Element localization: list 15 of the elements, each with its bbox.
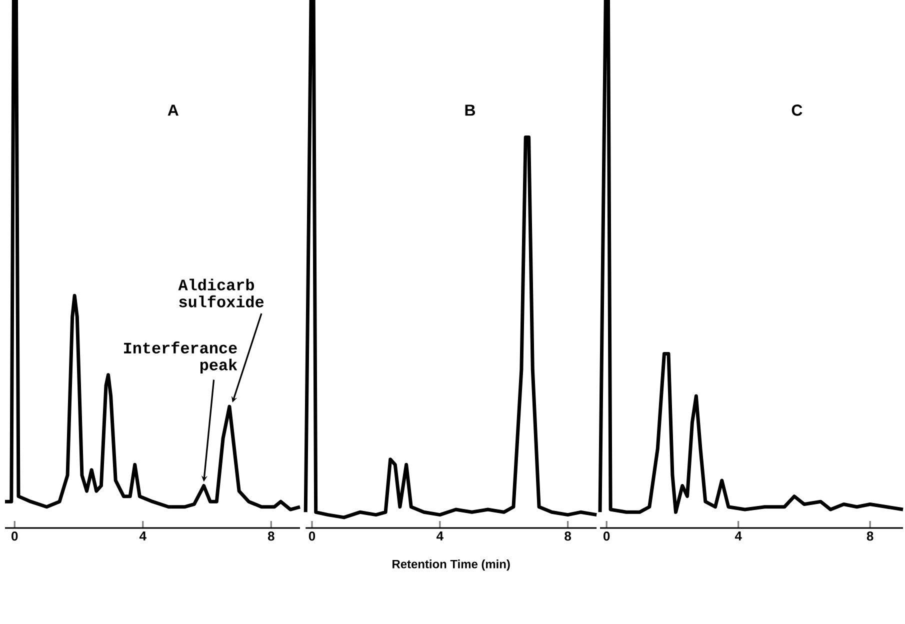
x-tick-label: 8 — [268, 532, 274, 541]
x-axis-title: Retention Time (min) — [392, 560, 510, 571]
annotation: Aldicarb sulfoxide — [178, 278, 264, 308]
x-tick-label: 4 — [139, 532, 146, 540]
x-tick-label: 4 — [734, 532, 742, 540]
text: B — [465, 104, 476, 116]
x-tick-label: 8 — [866, 532, 874, 541]
text: C — [792, 104, 802, 116]
text: A — [168, 104, 178, 116]
x-tick-label: 4 — [436, 532, 444, 540]
x-tick-label: 8 — [564, 532, 572, 541]
x-tick-label: 0 — [12, 532, 18, 541]
annotation: Interferance peak — [124, 342, 238, 374]
x-tick-label: 0 — [604, 532, 610, 541]
x-tick-label: 0 — [308, 532, 316, 541]
